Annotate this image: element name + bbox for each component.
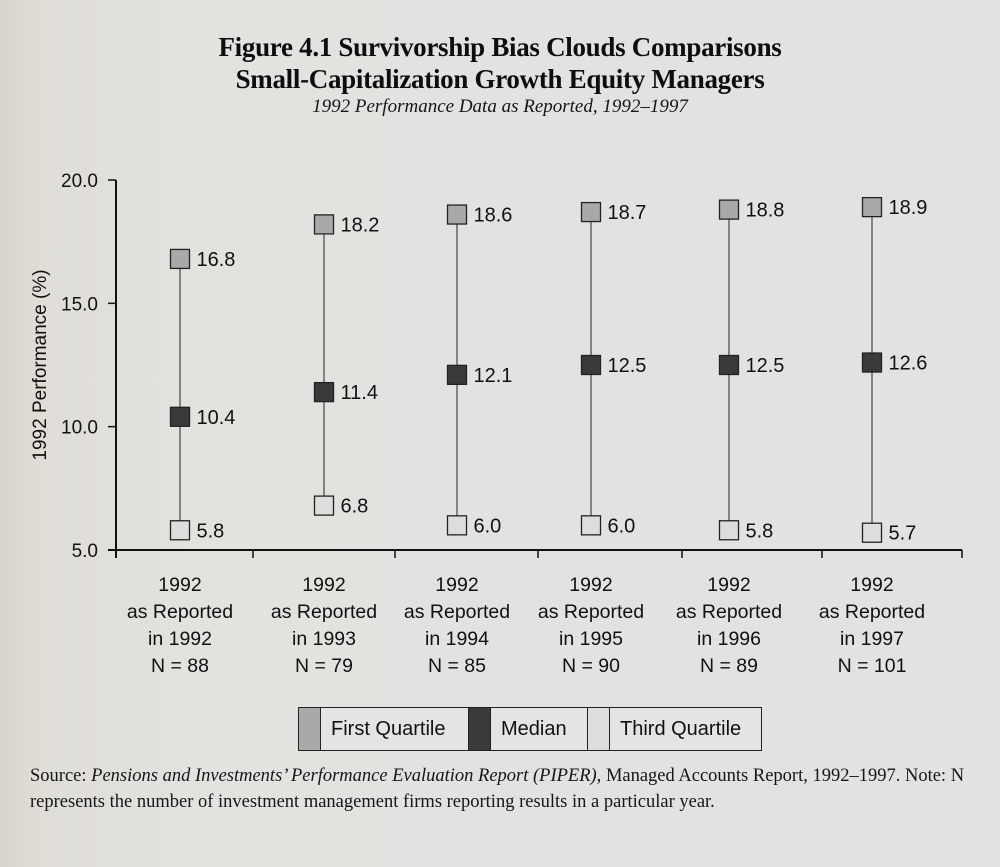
category-label-line2: as Reported bbox=[675, 601, 783, 623]
category-label-line4: N = 79 bbox=[295, 655, 353, 677]
median-marker bbox=[169, 406, 191, 427]
category-label: 1992 as Reported in 1996 N = 89 bbox=[659, 572, 799, 680]
category-label-line3: in 1993 bbox=[292, 628, 356, 650]
category-label-line2: as Reported bbox=[537, 601, 645, 623]
source-prefix: Source: bbox=[30, 766, 87, 786]
category-label-line4: N = 101 bbox=[837, 655, 907, 677]
category-label-line2: as Reported bbox=[126, 601, 234, 623]
y-tick-label: 15.0 bbox=[61, 294, 98, 315]
first-quartile-data-label: 18.2 bbox=[341, 214, 380, 236]
y-tick-label: 10.0 bbox=[61, 418, 98, 439]
median-data-label: 10.4 bbox=[197, 407, 236, 429]
third-quartile-data-label: 6.8 bbox=[341, 496, 369, 518]
figure-title-line1: Figure 4.1 Survivorship Bias Clouds Comp… bbox=[218, 32, 782, 62]
first-quartile-marker bbox=[169, 248, 191, 270]
category-label-line4: N = 89 bbox=[700, 655, 758, 677]
category-label: 1992 as Reported in 1995 N = 90 bbox=[521, 572, 661, 680]
first-quartile-marker bbox=[446, 204, 468, 225]
first-quartile-marker bbox=[313, 214, 335, 235]
marks: 16.8 18.2 18.6 18.7 18.8 18.9 10.4 11.4 12.1 12.5… bbox=[169, 196, 928, 545]
median-data-label: 12.6 bbox=[889, 353, 928, 375]
median-marker bbox=[446, 364, 468, 386]
median-marker bbox=[861, 352, 883, 373]
category-label-line3: in 1996 bbox=[697, 628, 761, 650]
source-note: Source: Pensions and Investments’ Perfor… bbox=[30, 763, 970, 815]
category-label: 1992 as Reported in 1992 N = 88 bbox=[110, 572, 250, 680]
third-quartile-marker bbox=[718, 520, 740, 541]
third-quartile-marker bbox=[580, 515, 602, 536]
category-label-line2: as Reported bbox=[403, 601, 511, 623]
first-quartile-marker bbox=[861, 196, 883, 218]
category-label-line2: as Reported bbox=[270, 601, 378, 623]
first-quartile-data-label: 18.9 bbox=[889, 197, 928, 219]
first-quartile-data-label: 16.8 bbox=[197, 249, 236, 271]
category-label-line3: in 1997 bbox=[840, 628, 904, 650]
category-label-line4: N = 85 bbox=[428, 655, 486, 677]
y-axis-label: 1992 Performance (%) bbox=[30, 269, 51, 460]
category-label-line4: N = 88 bbox=[151, 655, 209, 677]
category-label-line1: 1992 bbox=[158, 574, 202, 596]
category-label-line3: in 1995 bbox=[559, 628, 623, 650]
third-quartile-marker bbox=[313, 495, 335, 516]
third-quartile-data-label: 6.0 bbox=[474, 515, 502, 537]
median-data-label: 11.4 bbox=[341, 382, 378, 404]
category-label-line2: as Reported bbox=[818, 601, 926, 623]
category-label: 1992 as Reported in 1993 N = 79 bbox=[254, 572, 394, 680]
median-marker bbox=[718, 354, 740, 376]
category-label-line3: in 1994 bbox=[425, 628, 489, 650]
median-marker bbox=[580, 354, 602, 376]
category-label-line3: in 1992 bbox=[148, 628, 212, 650]
category-label: 1992 as Reported in 1997 N = 101 bbox=[802, 572, 942, 680]
legend-label-median: Median bbox=[491, 708, 588, 750]
category-label-line1: 1992 bbox=[435, 574, 479, 596]
third-quartile-data-label: 6.0 bbox=[608, 515, 636, 537]
median-data-label: 12.5 bbox=[746, 355, 785, 377]
figure-subtitle: 1992 Performance Data as Reported, 1992–… bbox=[312, 96, 688, 117]
chart-area: 5.0 10.0 15.0 20.0 16.8 18.2 18.6 18.7 18.8 18.9… bbox=[30, 171, 963, 562]
category-label-line1: 1992 bbox=[569, 574, 613, 596]
first-quartile-marker bbox=[718, 199, 740, 220]
legend-label-first-quartile: First Quartile bbox=[321, 708, 469, 750]
median-marker bbox=[313, 381, 335, 403]
legend-label-third-quartile: Third Quartile bbox=[620, 717, 742, 740]
third-quartile-data-label: 5.8 bbox=[746, 520, 774, 542]
third-quartile-marker bbox=[446, 515, 468, 536]
first-quartile-data-label: 18.8 bbox=[746, 200, 785, 222]
source-text-2: Managed Accounts Report, 1992–1997. Note… bbox=[30, 766, 965, 812]
category-label-line4: N = 90 bbox=[562, 655, 620, 677]
figure-title-line2: Small-Capitalization Growth Equity Manag… bbox=[235, 64, 765, 94]
third-quartile-marker bbox=[169, 520, 191, 541]
legend-swatch-third-quartile bbox=[588, 708, 610, 750]
first-quartile-marker bbox=[580, 201, 602, 223]
category-label-line1: 1992 bbox=[707, 574, 751, 596]
category-label-line1: 1992 bbox=[302, 574, 346, 596]
third-quartile-data-label: 5.7 bbox=[889, 523, 917, 545]
y-tick-label: 20.0 bbox=[61, 171, 98, 192]
category-label: 1992 as Reported in 1994 N = 85 bbox=[387, 572, 527, 680]
first-quartile-data-label: 18.6 bbox=[474, 205, 513, 227]
y-tick-label: 5.0 bbox=[72, 541, 98, 562]
first-quartile-data-label: 18.7 bbox=[608, 202, 647, 224]
median-data-label: 12.1 bbox=[474, 365, 513, 387]
third-quartile-data-label: 5.8 bbox=[197, 520, 225, 542]
median-data-label: 12.5 bbox=[608, 355, 647, 377]
third-quartile-marker bbox=[861, 522, 883, 543]
legend-swatch-first-quartile bbox=[299, 708, 321, 750]
category-label-line1: 1992 bbox=[850, 574, 894, 596]
legend-swatch-median bbox=[469, 708, 491, 750]
axes: 5.0 10.0 15.0 20.0 bbox=[61, 171, 963, 562]
source-text: Pensions and Investments’ Performance Ev… bbox=[91, 766, 602, 786]
legend: First Quartile Median Third Quartile bbox=[298, 707, 762, 751]
